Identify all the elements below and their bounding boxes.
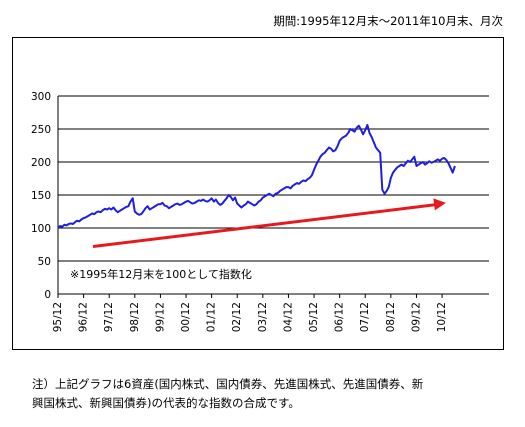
- chart-frame: 0 50 100 150 200 250 300 95/12 96/12 97/12 98/12 9…: [12, 37, 504, 350]
- footnote: 注）上記グラフは6資産(国内株式、国内債券、先進国株式、先進国債券、新 興国株式…: [32, 375, 423, 413]
- x-tick-label: 02/12: [231, 302, 243, 332]
- x-tick-label: 08/12: [385, 302, 397, 332]
- trend-arrow-head: [433, 198, 446, 211]
- x-tick-label: 99/12: [154, 302, 166, 332]
- plot-area: [57, 124, 456, 248]
- y-tick-label: 150: [31, 190, 51, 202]
- footnote-line-2: 興国株式、新興国債券)の代表的な指数の合成です。: [32, 396, 300, 410]
- x-tick-label: 07/12: [359, 302, 371, 332]
- x-tick-label: 98/12: [129, 302, 141, 332]
- x-tick-label: 95/12: [52, 302, 64, 332]
- footnote-line-1: 注）上記グラフは6資産(国内株式、国内債券、先進国株式、先進国債券、新: [32, 377, 424, 391]
- index-annotation: ※1995年12月末を100として指数化: [70, 267, 252, 281]
- x-tick-label: 97/12: [103, 302, 115, 332]
- x-tick-label: 04/12: [282, 302, 294, 332]
- index-line: [57, 124, 456, 229]
- x-tick-label: 05/12: [308, 302, 320, 332]
- annotation-background: [68, 266, 248, 282]
- x-axis-ticks: 95/12 96/12 97/12 98/12 99/12 00/12 01/12 02/12…: [52, 294, 448, 332]
- x-tick-label: 09/12: [410, 302, 422, 332]
- y-tick-label: 50: [38, 256, 51, 268]
- x-tick-label: 06/12: [334, 302, 346, 332]
- y-axis-ticks: 0 50 100 150 200 250 300: [31, 91, 51, 301]
- y-tick-label: 0: [44, 289, 51, 301]
- y-tick-label: 300: [31, 91, 51, 103]
- x-tick-label: 96/12: [78, 302, 90, 332]
- x-tick-label: 00/12: [180, 302, 192, 332]
- x-tick-label: 10/12: [436, 302, 448, 332]
- x-tick-label: 01/12: [206, 302, 218, 332]
- y-tick-label: 250: [31, 124, 51, 136]
- y-tick-label: 100: [31, 223, 51, 235]
- y-tick-label: 200: [31, 157, 51, 169]
- trend-arrow-shaft: [92, 202, 439, 248]
- period-label: 期間:1995年12月末～2011年10月末、月次: [273, 14, 503, 28]
- x-tick-label: 03/12: [257, 302, 269, 332]
